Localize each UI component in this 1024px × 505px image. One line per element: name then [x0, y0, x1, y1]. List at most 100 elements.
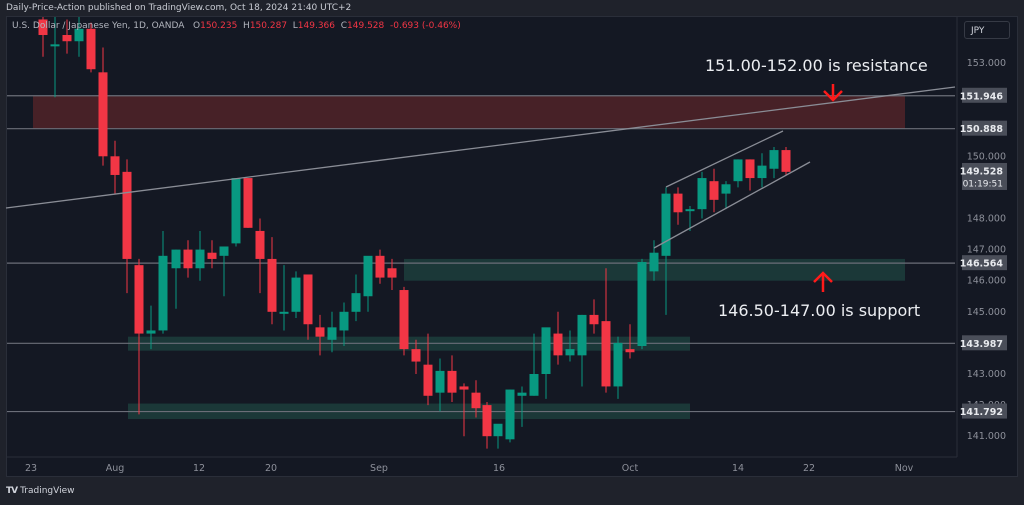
candle: [625, 324, 635, 359]
candle-body: [459, 386, 469, 390]
candle-body: [613, 342, 623, 387]
candle-body: [86, 28, 96, 70]
candle-body: [601, 321, 611, 387]
price-label: 141.792: [960, 407, 1003, 418]
candle-body: [733, 159, 743, 182]
candle: [661, 187, 671, 315]
candle-body: [661, 193, 671, 256]
channel-upper[interactable]: [665, 130, 784, 188]
candle: [291, 271, 301, 319]
price-label-box: [962, 120, 1007, 136]
candle: [529, 333, 539, 396]
last-price-box: [962, 162, 1007, 190]
candle: [255, 218, 265, 294]
y-tick-label: 153.000: [967, 58, 1006, 69]
candle-body: [423, 364, 433, 396]
candle-body: [195, 249, 205, 269]
candle-body: [158, 255, 168, 331]
x-tick-label: Nov: [895, 463, 914, 474]
candle-body: [303, 274, 313, 325]
candle: [183, 240, 193, 278]
candle-body: [50, 44, 60, 47]
candle: [565, 330, 575, 362]
candle: [38, 17, 48, 57]
candle-body: [471, 392, 481, 409]
tradingview-logo-text: TradingView: [20, 486, 75, 496]
y-tick-label: 141.000: [967, 431, 1006, 442]
arrow-up-icon[interactable]: [813, 271, 833, 283]
candle-body: [98, 72, 108, 157]
x-tick-label: 20: [265, 463, 277, 474]
x-tick-label: 16: [493, 463, 505, 474]
candle-body: [291, 277, 301, 312]
candle: [363, 255, 373, 312]
candle-body: [505, 389, 515, 440]
x-tick-label: Aug: [106, 463, 125, 474]
candle: [267, 237, 277, 325]
annotation-text[interactable]: 151.00-152.00 is resistance: [705, 56, 928, 75]
channel-lower[interactable]: [653, 161, 811, 249]
candle-body: [541, 327, 551, 374]
candle-body: [745, 159, 755, 179]
candle: [146, 305, 156, 350]
price-label: 150.888: [960, 124, 1004, 135]
resistance-zone[interactable]: [33, 95, 905, 129]
x-tick-label: 23: [25, 463, 37, 474]
candle-body: [315, 327, 325, 337]
low-value: 149.366: [297, 21, 336, 31]
close-value: 149.528: [347, 21, 385, 31]
y-tick-label: 143.000: [967, 369, 1006, 380]
candle-body: [243, 178, 253, 228]
candle-body: [375, 255, 385, 278]
candle: [745, 159, 755, 191]
candle: [435, 358, 445, 412]
candle: [171, 249, 181, 309]
candle-body: [781, 150, 791, 172]
candle-body: [673, 193, 683, 213]
candle: [351, 274, 361, 322]
y-tick-label: 147.000: [967, 245, 1006, 256]
open-label: O: [193, 21, 201, 31]
candle-body: [637, 262, 647, 347]
arrow-down-icon[interactable]: [823, 90, 843, 102]
candle-body: [517, 392, 527, 396]
price-label-box: [962, 335, 1007, 351]
candle-body: [267, 258, 277, 312]
candle-body: [565, 349, 575, 356]
candle: [375, 249, 385, 284]
candle: [637, 258, 647, 350]
high-value: 150.287: [249, 21, 288, 31]
candle-body: [411, 349, 421, 362]
candle: [493, 423, 503, 449]
symbol-name[interactable]: U.S. Dollar / Japanese Yen, 1D, OANDA: [12, 21, 185, 31]
candle-body: [769, 150, 779, 169]
currency-button[interactable]: JPY: [964, 21, 1010, 39]
candle: [781, 146, 791, 175]
candle: [482, 401, 492, 449]
candle: [50, 17, 60, 98]
change-value: -0.693 (-0.46%): [390, 21, 461, 31]
candle-body: [183, 249, 193, 269]
publisher-line: Daily-Price-Action published on TradingV…: [6, 3, 352, 13]
candle-body: [363, 255, 373, 297]
x-tick-label: Sep: [370, 463, 388, 474]
annotation-text[interactable]: 146.50-147.00 is support: [718, 301, 920, 320]
candle-body: [589, 314, 599, 325]
candle: [195, 230, 205, 281]
bar-countdown: 01:19:51: [963, 179, 1003, 189]
candle: [447, 355, 457, 402]
price-label-box: [962, 87, 1007, 103]
candle: [589, 299, 599, 334]
candle: [98, 47, 108, 166]
tradingview-logo[interactable]: TV TradingView: [6, 486, 75, 496]
candle: [459, 383, 469, 437]
ohlc-legend: U.S. Dollar / Japanese Yen, 1D, OANDA O 1…: [12, 21, 461, 31]
long-trendline[interactable]: [5, 86, 956, 209]
candle-body: [553, 333, 563, 356]
candle: [423, 333, 433, 406]
y-tick-label: 146.000: [967, 276, 1006, 287]
y-tick-label: 150.000: [967, 151, 1006, 162]
candle-body: [146, 330, 156, 334]
y-tick-label: 148.000: [967, 214, 1006, 225]
